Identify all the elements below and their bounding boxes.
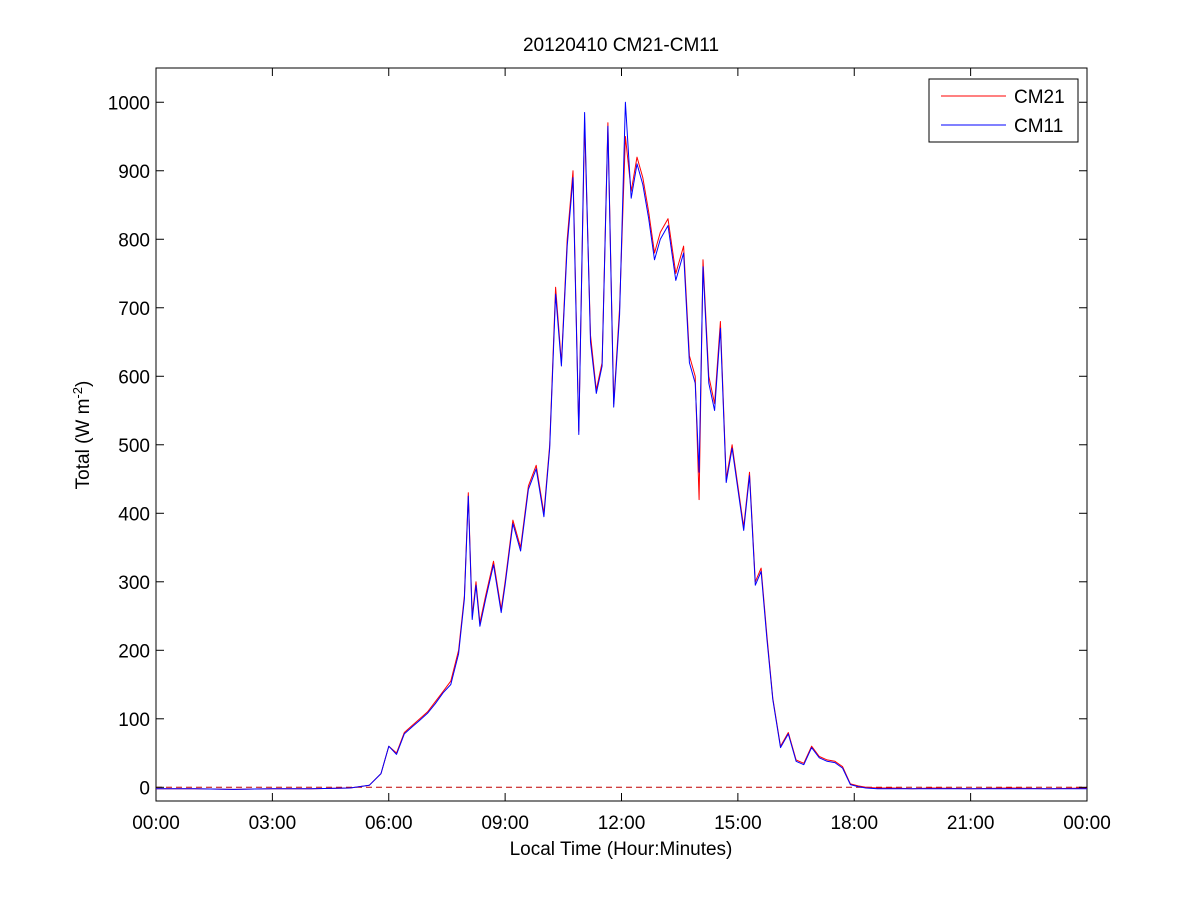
- x-tick-label: 12:00: [598, 813, 646, 834]
- y-axis-title-close: ): [73, 381, 94, 387]
- x-tick-label: 06:00: [365, 813, 413, 834]
- y-tick-label: 100: [118, 710, 150, 731]
- y-axis-title-main: Total (W m: [73, 399, 94, 490]
- y-tick-label: 300: [118, 573, 150, 594]
- x-tick-label: 09:00: [481, 813, 529, 834]
- legend-label-cm11: CM11: [1014, 116, 1063, 137]
- y-tick-label: 200: [118, 641, 150, 662]
- x-tick-label: 21:00: [947, 813, 995, 834]
- y-axis-title-superscript: -2: [70, 387, 85, 399]
- series-layer: [156, 101, 1088, 790]
- legend: CM21 CM11: [928, 78, 1079, 143]
- y-tick-label: 700: [118, 299, 150, 320]
- series-line-cm21: [156, 122, 1088, 790]
- y-tick-label: 800: [118, 230, 150, 251]
- x-tick-label: 03:00: [249, 813, 297, 834]
- x-tick-label: 00:00: [1063, 813, 1111, 834]
- chart-title: 20120410 CM21-CM11: [523, 35, 719, 56]
- x-axis-title: Local Time (Hour:Minutes): [510, 839, 733, 860]
- x-tick-label: 18:00: [830, 813, 878, 834]
- legend-label-cm21: CM21: [1014, 87, 1065, 108]
- y-tick-label: 1000: [108, 93, 150, 114]
- y-axis-ticks: 0 100 200 300 400 500 600 700 800 900 1000: [108, 93, 1087, 799]
- y-tick-label: 400: [118, 504, 150, 525]
- y-tick-label: 500: [118, 436, 150, 457]
- y-axis-title: Total (W m-2): [70, 381, 95, 490]
- axes-frame: [155, 67, 1088, 802]
- x-tick-label: 00:00: [132, 813, 180, 834]
- legend-box: [928, 78, 1079, 143]
- plot-area: [155, 67, 1088, 802]
- series-line-cm11: [156, 101, 1087, 790]
- x-tick-label: 15:00: [714, 813, 762, 834]
- y-tick-label: 600: [118, 367, 150, 388]
- y-tick-label: 0: [139, 778, 150, 799]
- x-axis-ticks: 00:00 03:00 06:00 09:00 12:00 15:00 18:00 21:00…: [132, 68, 1111, 834]
- y-tick-label: 900: [118, 162, 150, 183]
